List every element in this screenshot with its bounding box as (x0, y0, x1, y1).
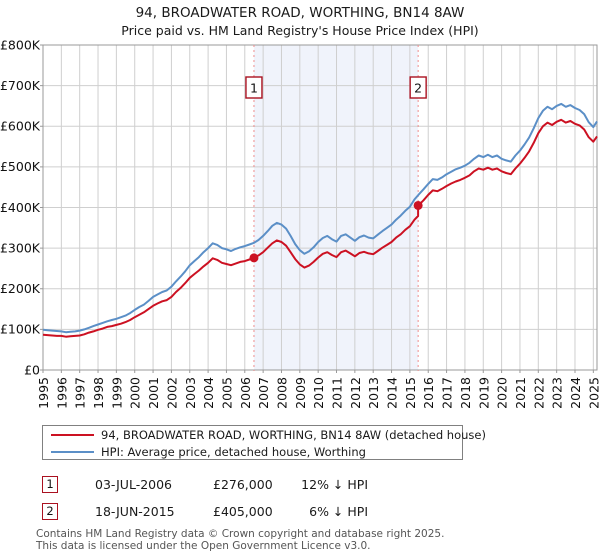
x-axis-label: 2019 (476, 377, 491, 409)
license-footer: Contains HM Land Registry data © Crown c… (36, 528, 445, 552)
sale-2-point (413, 200, 423, 210)
price-paid-line-sample (51, 434, 94, 436)
x-axis-label: 2008 (274, 377, 289, 409)
sale-1-flag-number: 1 (250, 81, 258, 96)
x-axis-label: 2022 (531, 377, 546, 409)
transaction-2-price: £405,000 (213, 504, 273, 519)
legend-label-price-paid: 94, BROADWATER ROAD, WORTHING, BN14 8AW … (101, 428, 486, 442)
x-axis-label: 2023 (550, 377, 565, 409)
y-axis-label: £400K (0, 200, 41, 215)
transaction-2-date: 18-JUN-2015 (95, 504, 175, 519)
x-axis-label: 2021 (513, 377, 528, 409)
chart-title: 94, BROADWATER ROAD, WORTHING, BN14 8AW (135, 5, 465, 21)
x-axis-label: 2016 (421, 377, 436, 409)
x-axis-label: 2025 (586, 377, 600, 409)
x-axis-label: 2001 (146, 377, 161, 409)
x-axis-label: 2004 (201, 377, 216, 409)
y-axis-label: £0 (24, 362, 40, 377)
x-axis-label: 2006 (238, 377, 253, 409)
x-axis-label: 2003 (183, 377, 198, 409)
x-axis-label: 2013 (366, 377, 381, 409)
x-axis-label: 1998 (91, 377, 106, 409)
hpi-line-sample (51, 451, 94, 453)
transaction-2-vs-hpi: 6% ↓ HPI (309, 504, 368, 519)
price-paid-line (42, 118, 598, 338)
transaction-row-1: 1 03-JUL-2006 £276,000 12% ↓ HPI (0, 476, 600, 494)
transaction-row-2: 2 18-JUN-2015 £405,000 6% ↓ HPI (0, 503, 600, 521)
x-axis-label: 2012 (348, 377, 363, 409)
x-axis-label: 2009 (293, 377, 308, 409)
chart-legend: 94, BROADWATER ROAD, WORTHING, BN14 8AW … (42, 425, 486, 460)
x-axis-label: 2000 (128, 377, 143, 409)
x-axis-label: 2024 (568, 377, 583, 409)
legend-label-hpi: HPI: Average price, detached house, Wort… (101, 445, 366, 459)
x-axis-label: 2002 (164, 377, 179, 409)
x-axis-label: 2014 (385, 377, 400, 409)
transaction-1-number-badge: 1 (42, 476, 58, 493)
transaction-2-number-badge: 2 (42, 503, 58, 520)
y-axis-label: £700K (0, 78, 41, 93)
y-axis-label: £500K (0, 159, 41, 174)
x-axis-label: 1996 (54, 377, 69, 409)
x-axis-label: 1997 (73, 377, 88, 409)
x-axis-label: 1999 (109, 377, 124, 409)
footer-line-2: This data is licensed under the Open Gov… (36, 539, 371, 552)
x-axis-label: 2018 (458, 377, 473, 409)
y-axis-label: £600K (0, 119, 41, 134)
x-axis-label: 2017 (440, 377, 455, 409)
y-axis-label: £300K (0, 240, 41, 255)
y-axis-label: £100K (0, 322, 41, 337)
y-axis-label: £800K (0, 37, 41, 52)
sale-1-point (249, 253, 259, 263)
x-axis-label: 1995 (36, 377, 51, 409)
transaction-1-date: 03-JUL-2006 (95, 477, 173, 492)
transaction-1-price: £276,000 (213, 477, 273, 492)
chart-subtitle: Price paid vs. HM Land Registry's House … (121, 23, 479, 38)
x-axis-label: 2011 (330, 377, 345, 409)
legend-item-hpi: HPI: Average price, detached house, Wort… (43, 445, 462, 460)
hpi-line (42, 102, 598, 334)
legend-item-price-paid: 94, BROADWATER ROAD, WORTHING, BN14 8AW … (43, 428, 486, 443)
sale-2-flag (409, 76, 427, 99)
footer-line-1: Contains HM Land Registry data © Crown c… (36, 528, 445, 540)
sale-2-flag-number: 2 (414, 81, 422, 96)
sale-1-flag (245, 76, 263, 99)
x-axis-label: 2015 (403, 377, 418, 409)
y-axis-label: £200K (0, 281, 41, 296)
x-axis-label: 2020 (495, 377, 510, 409)
price-chart: 1 2 £0 £100K £200K £300K £400K £500K £600K £700K £… (0, 37, 600, 409)
transaction-1-vs-hpi: 12% ↓ HPI (301, 477, 368, 492)
x-axis-label: 2005 (219, 377, 234, 409)
x-axis-label: 2010 (311, 377, 326, 409)
x-axis-label: 2007 (256, 377, 271, 409)
